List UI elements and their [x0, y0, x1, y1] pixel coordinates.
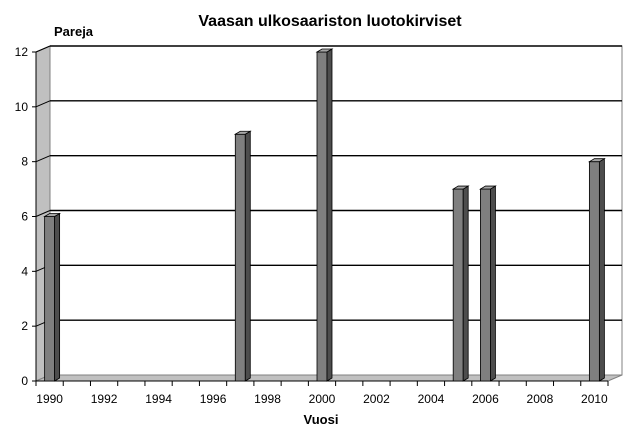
y-tick-label: 12	[15, 45, 29, 59]
x-tick-label: 1998	[254, 392, 281, 406]
y-tick-label: 6	[21, 210, 28, 224]
bar	[315, 48, 334, 382]
bar-side	[326, 48, 333, 382]
bar-front	[452, 188, 464, 382]
y-tick-label: 0	[21, 374, 28, 388]
y-tick-label: 4	[21, 264, 28, 278]
bar	[451, 185, 470, 382]
bar-top	[233, 130, 252, 135]
y-tick-label: 8	[21, 155, 28, 169]
bar-top	[43, 213, 62, 217]
x-tick-label: 2006	[472, 392, 499, 406]
bar-side	[462, 185, 469, 382]
x-axis-label: Vuosi	[304, 412, 339, 427]
bar-front	[480, 188, 491, 382]
bar-top	[315, 48, 334, 53]
bar-top	[478, 185, 497, 190]
y-tick-label: 10	[15, 100, 29, 114]
bar	[478, 185, 497, 382]
x-tick-label: 2000	[309, 392, 336, 406]
chart-title: Vaasan ulkosaariston luotokirviset	[198, 13, 462, 30]
bar-front	[316, 51, 328, 382]
x-tick-label: 2010	[581, 392, 608, 406]
gridline-wall	[35, 155, 51, 163]
bar-top	[587, 158, 606, 163]
bar-side	[490, 185, 496, 382]
x-tick-label: 1992	[91, 392, 118, 406]
x-tick-label: 1994	[145, 392, 172, 406]
bar	[587, 157, 606, 382]
bar	[233, 130, 252, 382]
plot-area: 0 2 4 6 8 10 12 1990 1992 1994 1996 1998 2000 2002 200…	[15, 45, 623, 406]
x-tick-label: 2002	[363, 392, 390, 406]
bar-front	[44, 216, 56, 382]
bar-side	[598, 157, 605, 382]
x-tick-label: 2008	[527, 392, 554, 406]
bar-front	[588, 161, 600, 382]
bar-front	[234, 133, 246, 382]
bar-side	[54, 212, 61, 382]
x-tick-label: 1990	[36, 392, 63, 406]
x-tick-label: 2004	[418, 392, 445, 406]
y-axis-label: Pareja	[54, 24, 94, 39]
bar-top	[451, 185, 470, 190]
gridline-wall	[35, 100, 51, 108]
x-tick-label: 1996	[200, 392, 227, 406]
gridline-wall	[35, 45, 51, 53]
bar-side	[244, 130, 251, 382]
gridline-wall	[35, 210, 51, 217]
bar	[43, 212, 62, 382]
y-tick-label: 2	[21, 319, 28, 333]
